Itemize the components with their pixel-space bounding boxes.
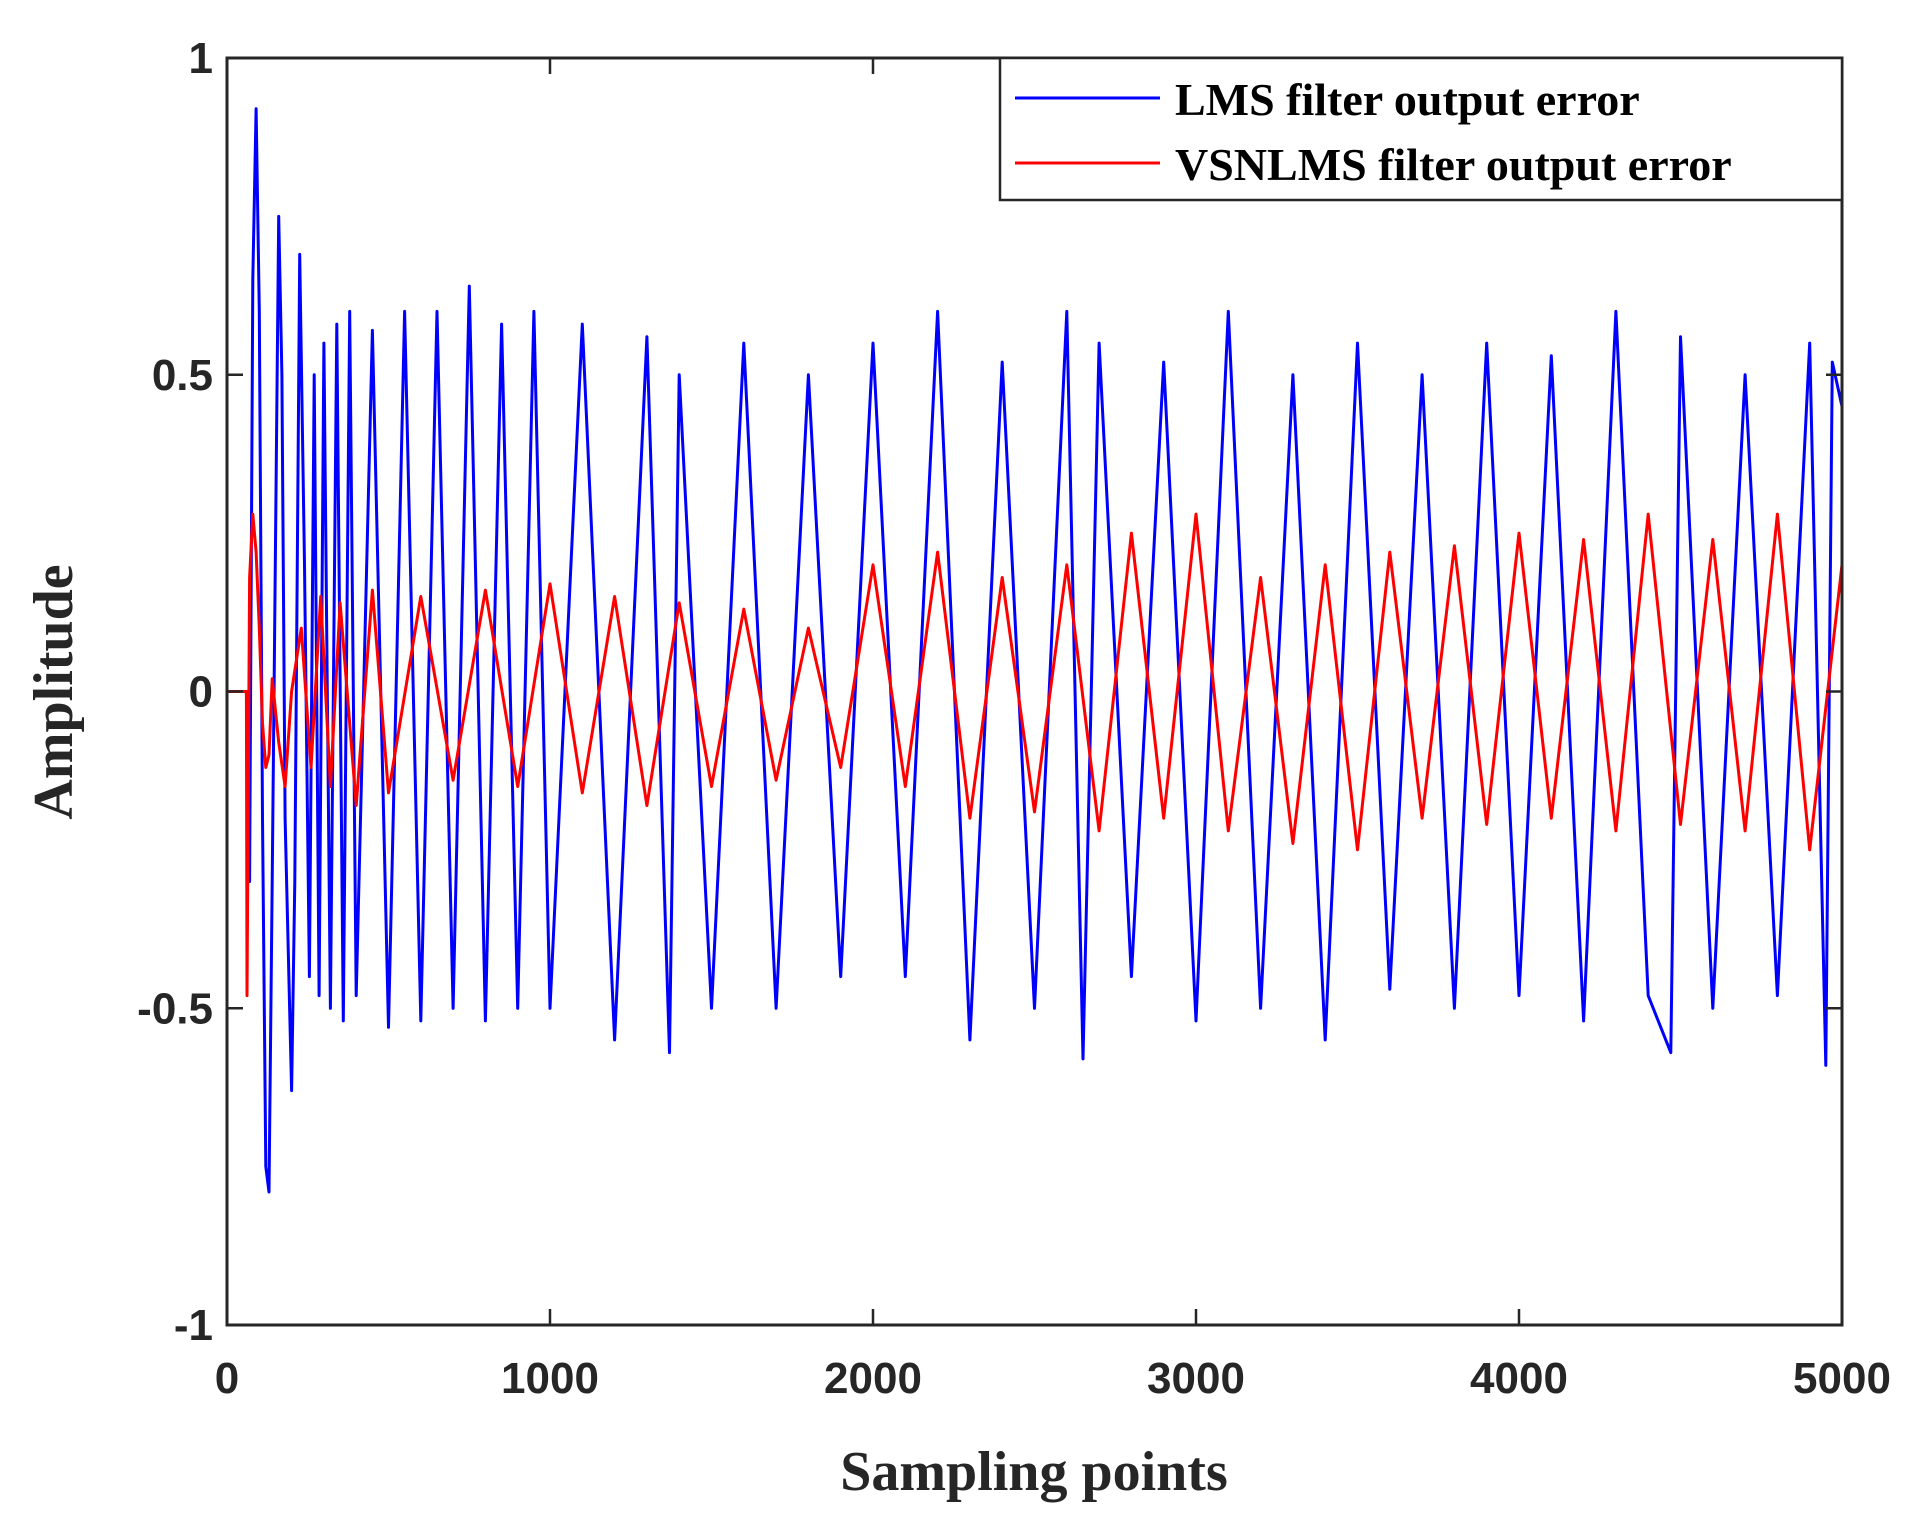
y-tick-label-2: 0 [189, 668, 213, 717]
legend-box [998, 56, 1844, 202]
y-tick-label-1: -0.5 [137, 984, 213, 1033]
legend-label-vsnlms: VSNLMS filter output error [1175, 139, 1732, 190]
x-tick-label-1: 1000 [501, 1354, 599, 1403]
x-tick-label-0: 0 [215, 1354, 239, 1403]
tick-layer: 0 1000 2000 3000 4000 5000 -1 -0.5 0 0.5 1 [137, 34, 1891, 1403]
plot-area-background [227, 58, 1842, 1325]
x-tick-label-3: 3000 [1147, 1354, 1245, 1403]
y-axis-label: Amplitude [23, 564, 85, 819]
x-tick-label-5: 5000 [1793, 1354, 1891, 1403]
x-axis-label: Sampling points [840, 1441, 1228, 1503]
y-tick-label-3: 0.5 [152, 351, 213, 400]
y-tick-label-0: -1 [174, 1301, 213, 1350]
x-tick-label-2: 2000 [824, 1354, 922, 1403]
series-layer [227, 107, 1844, 1194]
series-line-0 [227, 107, 1844, 1194]
series-line-1 [227, 512, 1844, 998]
y-tick-label-4: 1 [189, 34, 213, 83]
legend: LMS filter output error VSNLMS filter ou… [998, 56, 1844, 202]
legend-label-lms: LMS filter output error [1175, 74, 1640, 125]
x-tick-label-4: 4000 [1470, 1354, 1568, 1403]
